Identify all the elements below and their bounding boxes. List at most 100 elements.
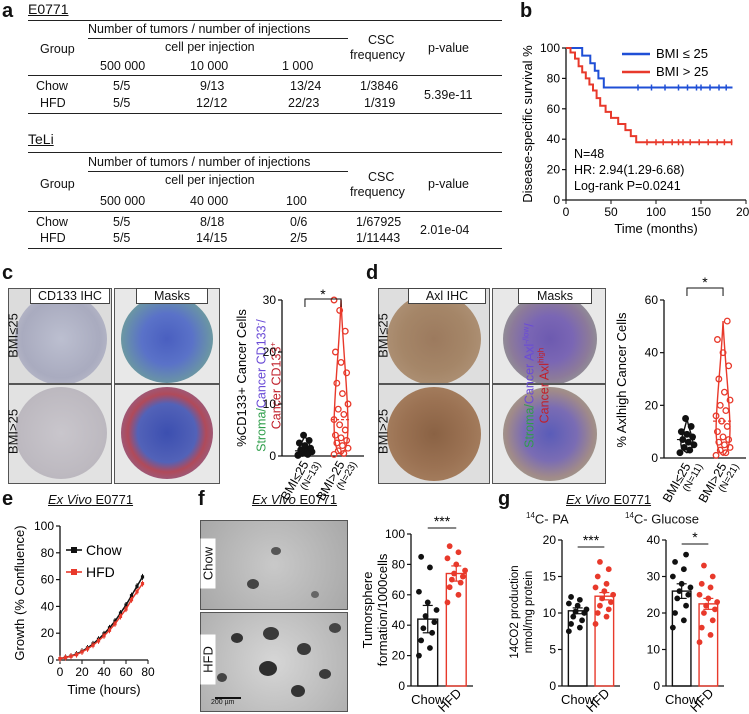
data-point [723,317,731,325]
ihc-cd133-bmi-low [8,288,112,384]
significance-star: *** [583,532,600,548]
data-point [135,584,139,588]
mask-cd133-bmi-low [114,288,220,384]
cell: 12/12 [196,96,228,110]
data-point [344,400,352,408]
x-tick-label: 20 [75,665,89,679]
cell: 2/5 [290,231,308,245]
violin-outline [333,299,349,456]
data-point [330,450,338,458]
mask-cd133-bmi-high [114,384,220,484]
data-point [446,543,453,550]
data-point [135,590,139,594]
y-tick-label: 60 [41,573,55,587]
data-point [579,617,585,624]
data-point [337,434,345,442]
cell: 0/6 [290,215,308,229]
data-point [725,362,733,370]
rule [28,211,502,213]
data-point [714,599,721,605]
ihc-cd133-bmi-high [8,384,112,484]
data-point [723,422,731,430]
title-italic: Ex Vivo [252,492,296,507]
header-pval: p-value [428,177,469,191]
tumorsphere-image-hfd: 200 µm [200,612,348,712]
data-point [69,654,73,658]
data-point [592,621,599,627]
data-point [427,564,433,571]
data-point [124,607,128,611]
table-e0771: E0771 Number of tumors / number of injec… [0,0,510,125]
cell: 1/319 [364,96,396,110]
data-point [334,447,342,455]
data-point [583,606,590,613]
data-point [333,439,341,447]
data-point [462,567,468,574]
rule [28,20,502,22]
data-point [140,575,145,579]
cell: Chow [36,215,68,229]
y-tick-label: 80 [41,546,55,560]
data-point [705,595,712,602]
header-group: Group [40,42,75,56]
data-point [340,449,348,457]
rule [28,75,502,77]
data-point [601,588,608,594]
data-point [431,619,438,626]
data-point [701,562,707,569]
data-point [707,632,714,638]
dose-3: 100 [286,194,307,208]
header-group: Group [40,177,75,191]
data-point [448,576,455,583]
data-point [331,348,339,356]
data-point [129,598,134,602]
sig-bracket [686,287,724,296]
cell: 13/24 [290,79,322,93]
header-freq: frequency [350,185,405,199]
sub: C- PA [534,511,569,527]
header-top: Number of tumors / number of injections [88,155,311,169]
header-csc: CSC [368,170,395,184]
data-point [74,653,79,657]
cell: 5/5 [113,96,131,110]
y-tick-label: 40 [392,618,406,632]
data-point [713,428,721,436]
data-point [295,439,303,447]
data-point [336,306,344,314]
data-point [107,628,112,632]
y-axis-label: %CD133+ Cancer Cells [234,309,249,447]
y-tick-label: 40 [647,533,661,547]
data-point [715,438,723,446]
data-point [129,594,134,598]
data-point [344,444,352,452]
data-point [709,617,716,624]
title-rest: E0771 [295,492,338,507]
data-point [726,396,734,404]
dose-1: 500 000 [100,194,146,208]
y-axis-label: % Axlhigh Cancer Cells [614,312,629,448]
data-point [687,422,695,430]
data-point [568,621,574,627]
y-tick-label: 60 [645,293,659,307]
data-point [719,349,727,357]
data-point [331,431,339,439]
y-tick-label: 10 [543,606,557,620]
x-tick-label: 50 [604,205,618,219]
data-point [334,405,342,413]
data-point [703,602,710,609]
panel-label-f: f [198,488,205,510]
y-tick-label: 100 [385,527,405,541]
data-point [304,450,312,458]
cell: 5/5 [113,231,131,245]
data-point [565,628,572,635]
y-tick-label: 20 [543,533,557,547]
data-point [422,613,429,619]
data-point [140,582,145,586]
data-point [80,650,84,654]
y-tick-label: 20 [547,163,561,177]
data-point [726,444,734,451]
data-point [330,416,338,424]
data-point [713,336,721,343]
growth-line [59,576,144,660]
y-tick-label: 10 [263,397,277,411]
